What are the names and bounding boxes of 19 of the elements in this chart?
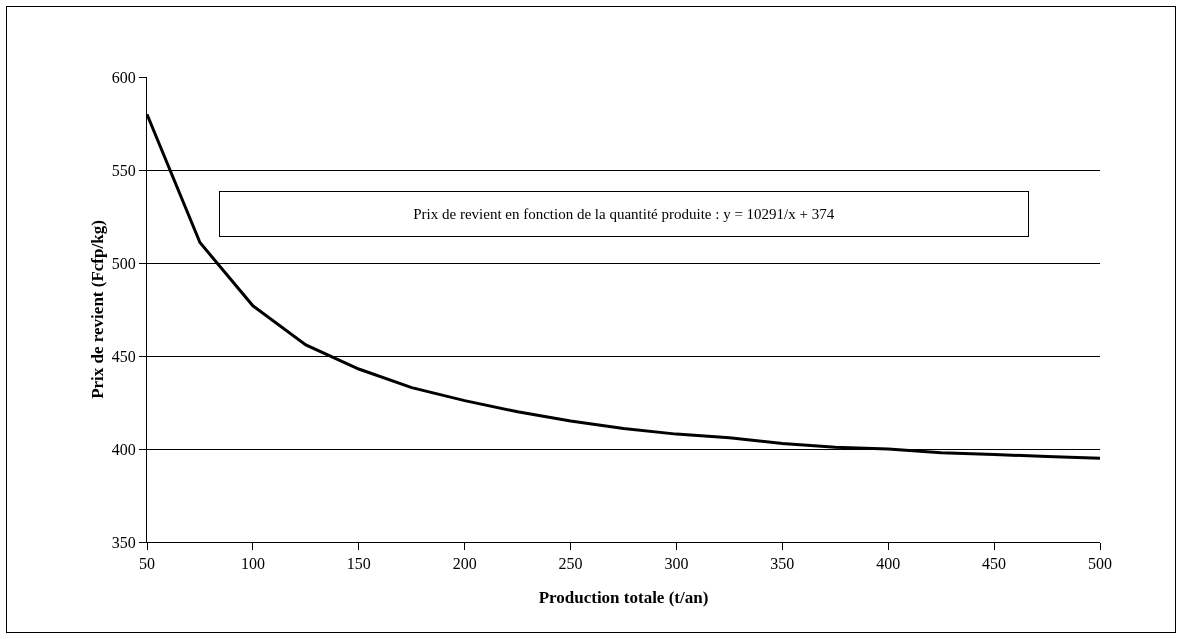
x-tick-label: 400 bbox=[876, 555, 901, 573]
x-tick-label: 200 bbox=[452, 555, 477, 573]
x-tick-label: 450 bbox=[982, 555, 1007, 573]
y-tick-label: 500 bbox=[111, 254, 136, 272]
y-tick-label: 400 bbox=[111, 440, 136, 458]
x-tick-label: 250 bbox=[558, 555, 583, 573]
x-tick-label: 100 bbox=[240, 555, 265, 573]
x-tick-label: 500 bbox=[1088, 555, 1112, 573]
x-tick-label: 50 bbox=[139, 555, 155, 573]
y-tick-label: 600 bbox=[111, 68, 136, 86]
x-axis-title: Production totale (t/an) bbox=[538, 588, 709, 607]
x-tick-label: 300 bbox=[664, 555, 689, 573]
y-tick-label: 450 bbox=[111, 347, 136, 365]
y-axis-title: Prix de revient (Fcfp/kg) bbox=[88, 220, 107, 399]
y-tick-label: 550 bbox=[111, 161, 136, 179]
annotation: Prix de revient en fonction de la quantité produite : y = 10291/x + 374 bbox=[413, 206, 835, 222]
y-tick-label: 350 bbox=[111, 533, 136, 551]
x-tick-label: 350 bbox=[770, 555, 795, 573]
x-tick-label: 150 bbox=[346, 555, 371, 573]
